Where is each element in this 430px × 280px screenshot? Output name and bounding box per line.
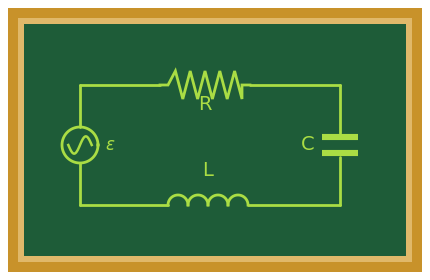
Text: R: R [198,95,212,115]
Text: C: C [301,136,315,155]
Bar [18,18,412,262]
Text: $\varepsilon$: $\varepsilon$ [105,136,115,154]
Text: L: L [203,161,213,180]
Bar [24,24,406,256]
